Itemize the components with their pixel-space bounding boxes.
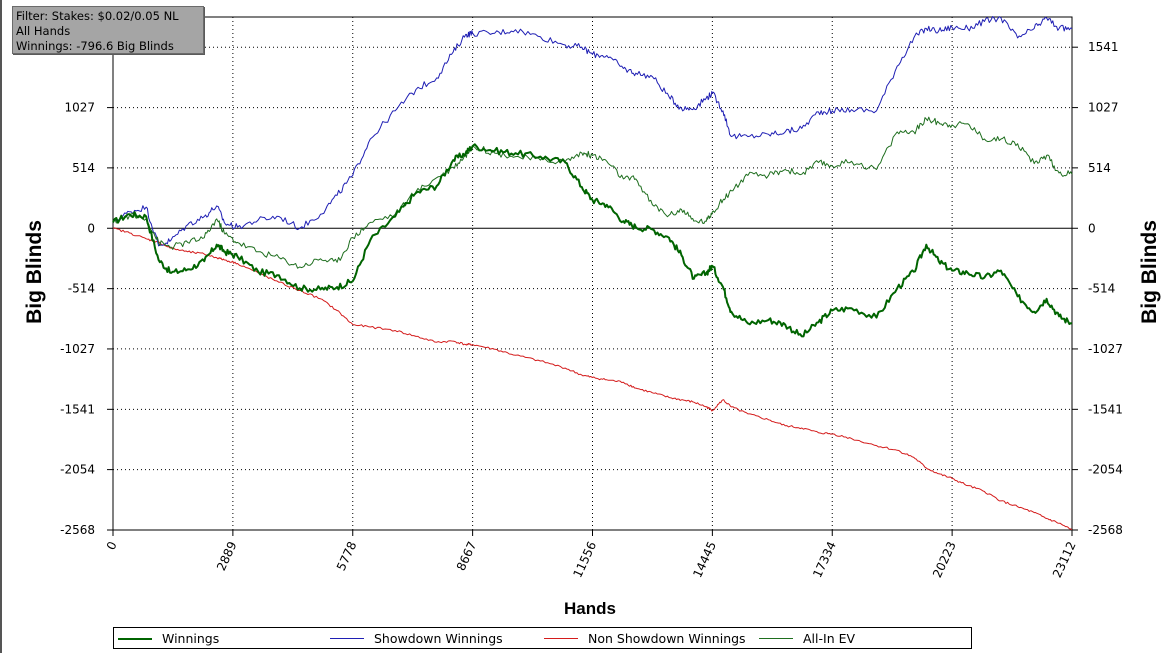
filter-info-box: Filter: Stakes: $0.02/0.05 NL All Hands … [12, 6, 204, 54]
y-tick-label-right: 514 [1088, 161, 1111, 175]
series-line-all-in-ev [112, 116, 1073, 269]
x-axis: 0 2889 5778 8667 11556 14445 17334 20223 23112 [104, 530, 1079, 580]
legend-label-allin-ev: All-In EV [803, 631, 856, 646]
y-tick-label-left: -514 [68, 282, 95, 296]
y-tick-label-left: 1027 [64, 101, 95, 115]
x-tick-label: 8667 [454, 539, 480, 573]
x-tick-label: 11556 [570, 539, 599, 580]
filter-stakes-text: Filter: Stakes: $0.02/0.05 NL [16, 9, 179, 23]
right-y-axis: -2568 -2054 -1541 -1027 -514 0 514 1027 1541 [1072, 40, 1123, 537]
x-tick-label: 23112 [1050, 539, 1079, 580]
y-tick-label-right: -2568 [1088, 523, 1123, 537]
y-tick-label-right: -514 [1088, 282, 1115, 296]
x-tick-label: 5778 [334, 539, 360, 573]
y-tick-label-left: -1027 [60, 342, 95, 356]
y-tick-label-left: -2568 [60, 523, 95, 537]
y-tick-label-right: -1027 [1088, 342, 1123, 356]
legend-swatch-showdown [330, 638, 364, 639]
legend-label-showdown: Showdown Winnings [374, 631, 503, 646]
legend-label-winnings: Winnings [162, 631, 220, 646]
legend-swatch-winnings [118, 637, 152, 640]
y-tick-label-right: 1541 [1088, 40, 1119, 54]
series-line-showdown-winnings [112, 16, 1073, 247]
chart-legend: Winnings Showdown Winnings Non Showdown … [113, 627, 972, 649]
y-tick-label-left: -1541 [60, 402, 95, 416]
filter-hands-text: All Hands [16, 24, 71, 38]
grid-lines [113, 17, 1072, 531]
y-tick-label-right: -1541 [1088, 402, 1123, 416]
legend-swatch-allin-ev [759, 638, 793, 639]
y-tick-label-left: 514 [72, 161, 95, 175]
legend-label-non-showdown: Non Showdown Winnings [588, 631, 746, 646]
x-tick-label: 0 [104, 539, 120, 552]
legend-item-non-showdown: Non Showdown Winnings [544, 631, 746, 646]
x-tick-label: 17334 [810, 539, 839, 580]
y-axis-label-left: Big Blinds [23, 220, 46, 324]
y-axis-label-right: Big Blinds [1138, 220, 1161, 324]
window-left-border [0, 0, 2, 653]
legend-item-allin-ev: All-In EV [759, 631, 855, 646]
y-tick-label-right: 0 [1088, 221, 1096, 235]
y-tick-label-right: 1027 [1088, 101, 1119, 115]
filter-winnings-text: Winnings: -796.6 Big Blinds [16, 39, 174, 53]
series-line-winnings [112, 143, 1073, 338]
legend-item-winnings: Winnings [118, 631, 219, 646]
legend-swatch-non-showdown [544, 638, 578, 639]
y-tick-label-left: -2054 [60, 463, 95, 477]
series-lines [112, 16, 1073, 531]
y-tick-label-left: 0 [87, 221, 95, 235]
y-tick-label-right: -2054 [1088, 463, 1123, 477]
x-axis-label: Hands [564, 599, 616, 618]
x-tick-label: 2889 [214, 539, 240, 573]
legend-item-showdown: Showdown Winnings [330, 631, 503, 646]
x-tick-label: 14445 [690, 539, 719, 580]
x-tick-label: 20223 [930, 539, 959, 580]
